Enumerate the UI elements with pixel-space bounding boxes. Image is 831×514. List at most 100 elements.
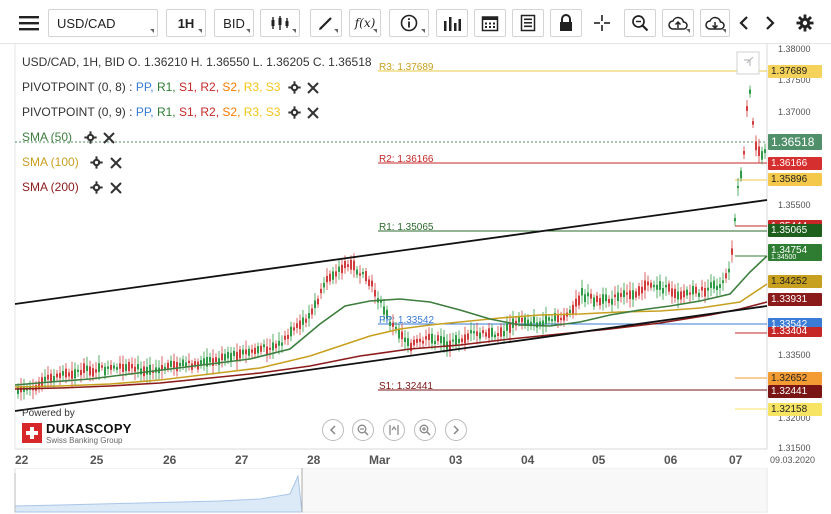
close-icon[interactable] bbox=[101, 130, 117, 146]
candle-body bbox=[467, 333, 469, 340]
date-label: 22 bbox=[15, 453, 29, 467]
candle-body bbox=[107, 366, 109, 369]
chart-type-button[interactable] bbox=[260, 9, 300, 37]
candle-body bbox=[575, 298, 577, 307]
candle-body bbox=[95, 369, 97, 373]
candle-body bbox=[533, 316, 535, 323]
settings-button[interactable] bbox=[792, 9, 818, 37]
gear-icon[interactable] bbox=[82, 130, 98, 146]
candle-body bbox=[752, 121, 754, 125]
candle-body bbox=[386, 309, 388, 319]
nav-forward-button[interactable] bbox=[445, 419, 467, 441]
candle-body bbox=[80, 370, 82, 376]
candle-body bbox=[425, 336, 427, 340]
close-icon[interactable] bbox=[305, 80, 321, 96]
candle-body bbox=[173, 361, 175, 369]
close-icon[interactable] bbox=[305, 105, 321, 121]
side-selector[interactable]: BID bbox=[214, 9, 254, 37]
candle-body bbox=[644, 280, 646, 291]
pivot1-name: PIVOTPOINT (0, 8) bbox=[22, 80, 126, 94]
candle-body bbox=[368, 279, 370, 286]
candle-body bbox=[125, 364, 127, 372]
candle-body bbox=[410, 342, 412, 352]
download-button[interactable] bbox=[700, 9, 730, 37]
gear-icon[interactable] bbox=[286, 105, 302, 121]
volume-button[interactable] bbox=[436, 9, 468, 37]
s3-key: S3 bbox=[265, 105, 281, 119]
scroll-left-button[interactable] bbox=[732, 9, 756, 37]
candle-body bbox=[515, 320, 517, 326]
scroll-right-button[interactable] bbox=[758, 9, 782, 37]
dropdown-corner-icon bbox=[722, 29, 726, 33]
reset-button[interactable] bbox=[383, 419, 405, 441]
candle-body bbox=[590, 293, 592, 299]
r3-label: R3: 1.37689 bbox=[379, 62, 434, 73]
nav-back-button[interactable] bbox=[322, 419, 344, 441]
brand-name: DUKASCOPY bbox=[46, 421, 132, 436]
navigator-strip[interactable] bbox=[0, 468, 831, 514]
s1-key: S1, bbox=[179, 105, 198, 119]
candle-body bbox=[137, 364, 139, 370]
candle-body bbox=[218, 358, 220, 366]
candle-body bbox=[578, 295, 580, 306]
r3-key: R3, bbox=[243, 80, 263, 94]
date-label: Mar bbox=[369, 453, 391, 467]
price-chart[interactable]: USD/CAD, 1H, BID O. 1.36210 H. 1.36550 L… bbox=[0, 44, 831, 514]
candle-body bbox=[119, 363, 121, 369]
candle-body bbox=[305, 318, 307, 323]
calendar-button[interactable] bbox=[474, 9, 506, 37]
report-button[interactable] bbox=[512, 9, 544, 37]
sma200-legend: SMA (200) bbox=[22, 175, 372, 200]
zoom-button[interactable] bbox=[624, 9, 656, 37]
price-tag-r2: 1.36166 bbox=[768, 157, 822, 170]
pivot-legend-2: PIVOTPOINT (0, 9) : PP, R1, S1, R2, S2, … bbox=[22, 100, 372, 125]
candle-body bbox=[563, 314, 565, 321]
candle-body bbox=[17, 387, 19, 395]
candle-body bbox=[632, 290, 634, 300]
close-icon[interactable] bbox=[108, 180, 124, 196]
candle-body bbox=[539, 321, 541, 326]
candle-body bbox=[407, 338, 409, 347]
candle-body bbox=[383, 306, 385, 315]
candle-body bbox=[521, 317, 523, 323]
gear-icon[interactable] bbox=[89, 180, 105, 196]
symbol-selector[interactable]: USD/CAD bbox=[48, 9, 158, 37]
pp-key: PP, bbox=[135, 105, 154, 119]
lock-button[interactable] bbox=[550, 9, 582, 37]
candle-body bbox=[431, 333, 433, 344]
candle-body bbox=[584, 294, 586, 302]
candle-body bbox=[530, 321, 532, 326]
dropdown-corner-icon bbox=[373, 29, 377, 33]
gear-icon[interactable] bbox=[89, 155, 105, 171]
close-icon[interactable] bbox=[108, 155, 124, 171]
crosshair-button[interactable] bbox=[588, 9, 616, 37]
candle-body bbox=[83, 363, 85, 373]
chevron-left-icon bbox=[329, 425, 336, 435]
draw-tool-button[interactable] bbox=[310, 9, 342, 37]
candle-body bbox=[341, 264, 343, 274]
price-axis-label: 1.37000 bbox=[778, 107, 811, 117]
gear-icon[interactable] bbox=[286, 80, 302, 96]
zoom-in-icon bbox=[419, 424, 431, 436]
info-button[interactable] bbox=[389, 9, 429, 37]
candle-body bbox=[710, 282, 712, 288]
price-tag-s1b: 1.33404 bbox=[768, 327, 822, 337]
candle-body bbox=[656, 284, 658, 290]
timeframe-selector[interactable]: 1H bbox=[166, 9, 206, 37]
candle-body bbox=[89, 366, 91, 376]
dropdown-corner-icon bbox=[421, 29, 425, 33]
menu-button[interactable] bbox=[14, 9, 44, 37]
chevron-left-icon bbox=[739, 16, 748, 30]
indicators-button[interactable]: f(x) bbox=[349, 9, 381, 37]
candle-body bbox=[335, 271, 337, 277]
pencil-icon bbox=[319, 17, 332, 30]
upload-button[interactable] bbox=[662, 9, 694, 37]
zoom-out-button[interactable] bbox=[352, 419, 374, 441]
chart-canvas[interactable] bbox=[0, 44, 831, 514]
candle-body bbox=[485, 332, 487, 337]
candle-body bbox=[680, 291, 682, 300]
zoom-in-button[interactable] bbox=[414, 419, 436, 441]
candle-body bbox=[185, 362, 187, 367]
candle-body bbox=[500, 327, 502, 337]
candle-body bbox=[221, 353, 223, 361]
